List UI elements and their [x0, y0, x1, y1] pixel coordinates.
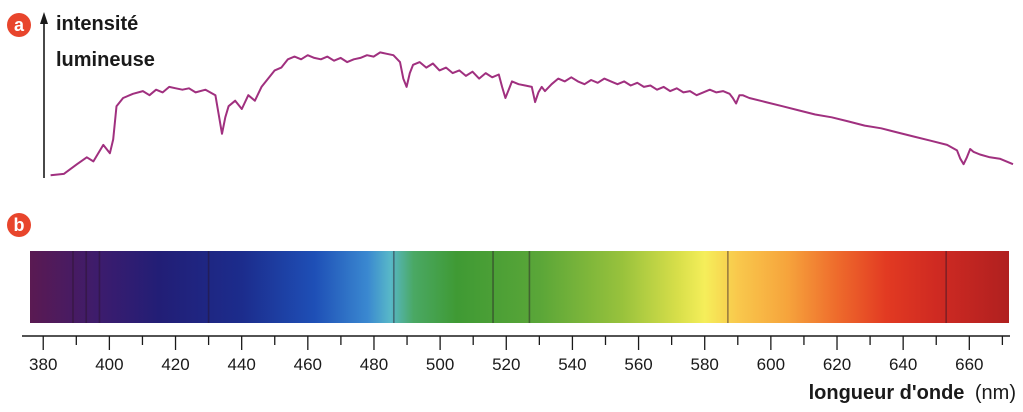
y-axis-label-line1: intensité — [56, 13, 138, 35]
tick-label-640: 640 — [889, 355, 917, 374]
x-axis-unit: (nm) — [975, 382, 1016, 404]
tick-label-620: 620 — [823, 355, 851, 374]
intensity-curve — [50, 51, 1014, 177]
tick-label-560: 560 — [624, 355, 652, 374]
panel-b: b 380 400 420 440 460 480 500 520 540 560 580 600 62… — [7, 213, 1016, 404]
tick-label-580: 580 — [691, 355, 719, 374]
x-axis-ticks — [42, 336, 1004, 350]
tick-label-600: 600 — [757, 355, 785, 374]
tick-label-500: 500 — [426, 355, 454, 374]
badge-a-label: a — [14, 15, 25, 35]
y-axis-label-line2: lumineuse — [56, 49, 155, 71]
badge-b-label: b — [14, 215, 25, 235]
panel-a: a intensité lumineuse — [7, 12, 1014, 178]
x-axis-tick-labels: 380 400 420 440 460 480 500 520 540 560 580 600 620 6… — [29, 355, 983, 374]
y-axis-arrow-icon — [40, 12, 48, 24]
spectrum-band — [30, 251, 1009, 323]
tick-label-660: 660 — [955, 355, 983, 374]
absorption-lines — [72, 251, 947, 323]
tick-label-540: 540 — [558, 355, 586, 374]
tick-label-520: 520 — [492, 355, 520, 374]
x-axis-label-text: longueur d'onde — [809, 382, 965, 404]
badge-b — [7, 213, 31, 237]
tick-label-460: 460 — [294, 355, 322, 374]
badge-a — [7, 13, 31, 37]
tick-label-380: 380 — [29, 355, 57, 374]
tick-label-400: 400 — [95, 355, 123, 374]
tick-label-440: 440 — [227, 355, 255, 374]
tick-label-480: 480 — [360, 355, 388, 374]
tick-label-420: 420 — [161, 355, 189, 374]
x-axis-label: longueur d'onde (nm) — [809, 382, 1016, 404]
